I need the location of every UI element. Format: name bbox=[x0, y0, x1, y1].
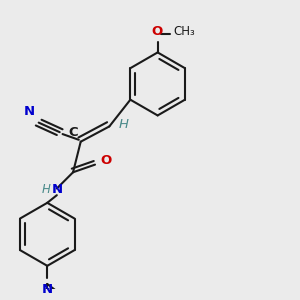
Text: N: N bbox=[42, 283, 53, 296]
Text: C: C bbox=[68, 126, 78, 139]
Text: H: H bbox=[41, 183, 50, 196]
Text: N: N bbox=[24, 105, 35, 118]
Text: N: N bbox=[51, 183, 62, 196]
Text: CH₃: CH₃ bbox=[173, 25, 195, 38]
Text: O: O bbox=[151, 25, 162, 38]
Text: O: O bbox=[101, 154, 112, 167]
Text: H: H bbox=[119, 118, 129, 131]
